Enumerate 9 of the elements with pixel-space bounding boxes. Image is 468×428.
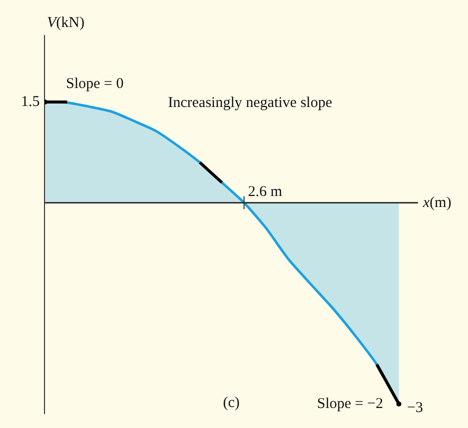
x-axis-title: x(m): [422, 195, 452, 211]
annotation: Slope = −2: [317, 396, 384, 412]
text: 1.5: [21, 94, 40, 110]
annotation: (c): [223, 395, 240, 411]
text: Slope = 0: [66, 76, 124, 92]
y-axis-title: V(kN): [47, 15, 84, 31]
annotation: 2.6 m: [248, 184, 282, 200]
annotation: −3: [407, 400, 423, 416]
annotation: Increasingly negative slope: [168, 95, 332, 111]
